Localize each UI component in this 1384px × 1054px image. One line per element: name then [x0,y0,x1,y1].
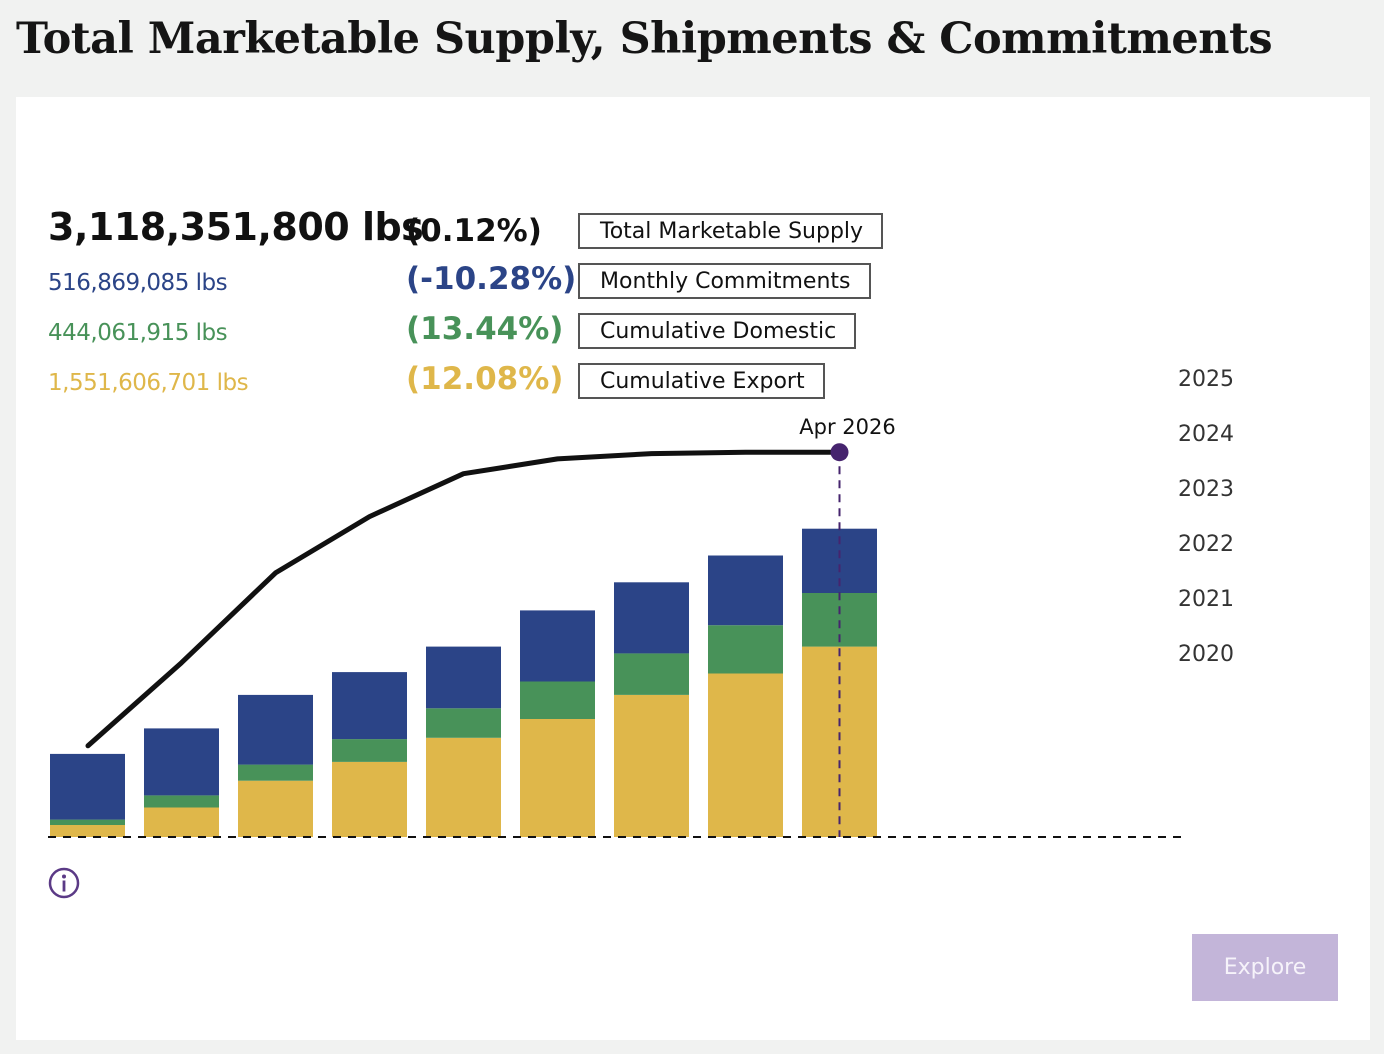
chart-card: 3,118,351,800 lbs (0.12%) Total Marketab… [16,97,1370,1040]
year-option-2022[interactable]: 2022 [1178,532,1234,557]
total-supply-pct: (0.12%) [406,213,542,249]
bar-monthly-5 [426,646,501,709]
total-supply-value: 3,118,351,800 lbs [48,205,424,249]
year-option-2024[interactable]: 2024 [1178,422,1234,447]
cumulative-export-value: 1,551,606,701 lbs [48,370,249,396]
monthly-commitments-pct: (-10.28%) [406,261,577,297]
cumulative-domestic-value: 444,061,915 lbs [48,320,228,346]
year-option-2025[interactable]: 2025 [1178,367,1234,392]
bar-domestic-5 [426,708,501,738]
bar-domestic-6 [520,681,595,719]
year-option-2020[interactable]: 2020 [1178,642,1234,667]
year-option-2023[interactable]: 2023 [1178,477,1234,502]
marker-dot [830,443,849,462]
bar-monthly-2 [144,728,219,796]
stacked-bar-chart: Apr 2026 [48,415,1181,838]
bar-export-6 [520,719,595,837]
bar-export-2 [144,807,219,837]
bar-monthly-1 [50,753,125,820]
toggle-cumulative-domestic[interactable]: Cumulative Domestic [578,313,857,349]
bar-export-5 [426,737,501,837]
bar-monthly-6 [520,610,595,682]
bar-domestic-2 [144,795,219,808]
bar-monthly-3 [238,694,313,765]
cumulative-domestic-pct: (13.44%) [406,311,564,347]
total-supply-line [85,449,842,749]
bar-monthly-7 [614,582,689,654]
bar-domestic-7 [614,653,689,695]
bar-export-4 [332,761,407,837]
explore-button[interactable]: Explore [1192,934,1338,1001]
info-icon[interactable] [48,867,80,899]
bar-domestic-8 [708,625,783,674]
bar-domestic-3 [238,764,313,781]
bar-monthly-4 [332,672,407,740]
bar-domestic-4 [332,739,407,762]
bar-domestic-1 [50,819,125,825]
cumulative-export-pct: (12.08%) [406,361,564,397]
toggle-cumulative-export[interactable]: Cumulative Export [578,363,825,399]
bar-export-3 [238,780,313,837]
bar-export-8 [708,673,783,837]
bar-export-1 [50,824,125,837]
bar-monthly-8 [708,555,783,626]
year-option-2021[interactable]: 2021 [1178,587,1234,612]
marker-label: Apr 2026 [799,415,895,439]
toggle-total-marketable-supply[interactable]: Total Marketable Supply [578,213,884,249]
bar-export-7 [614,694,689,837]
page-title: Total Marketable Supply, Shipments & Com… [16,14,1273,64]
toggle-monthly-commitments[interactable]: Monthly Commitments [578,263,871,299]
monthly-commitments-value: 516,869,085 lbs [48,270,228,296]
